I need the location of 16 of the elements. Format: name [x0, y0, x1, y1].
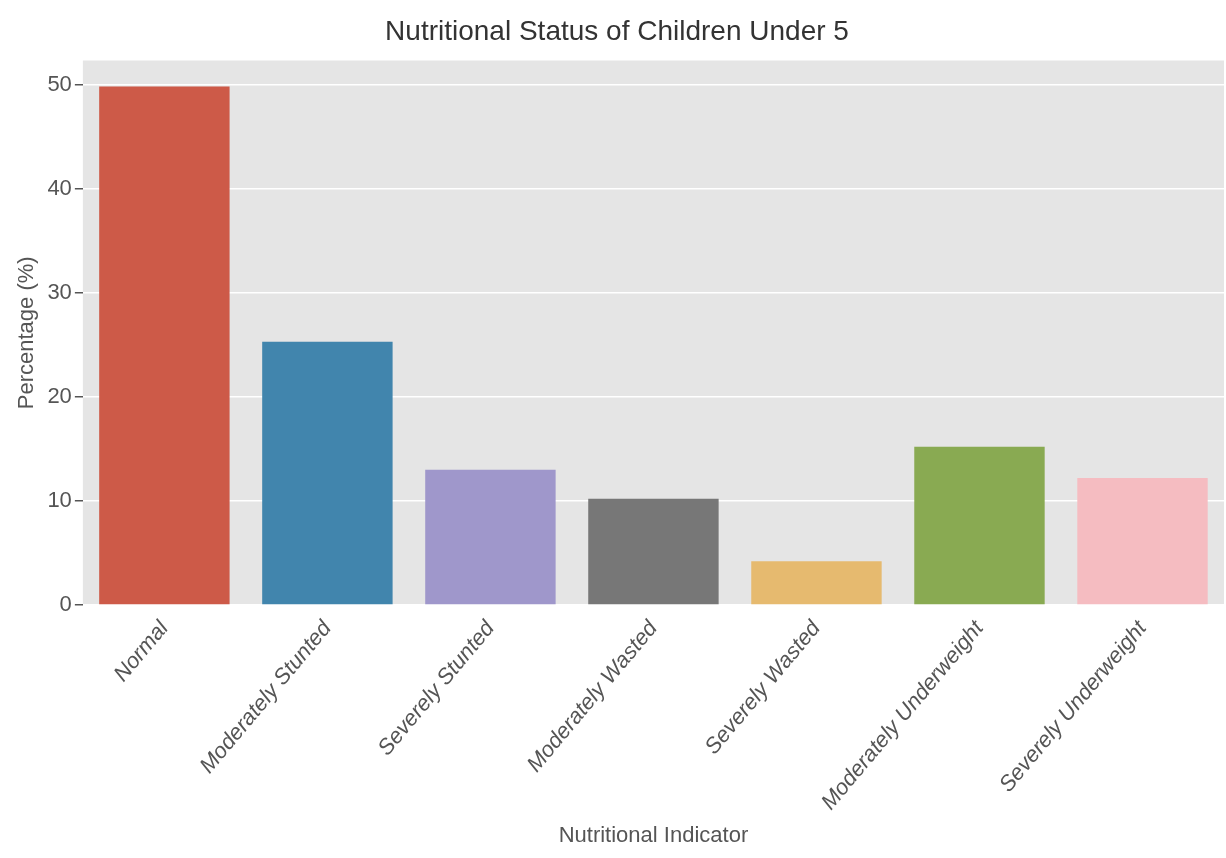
bar: [1077, 477, 1208, 605]
y-tick-label: 0: [59, 591, 72, 617]
bar: [425, 469, 556, 605]
chart-title: Nutritional Status of Children Under 5: [385, 14, 849, 46]
y-tick-label: 10: [47, 486, 72, 512]
bar: [99, 86, 230, 605]
bar: [588, 498, 719, 605]
y-tick-label: 40: [47, 174, 72, 200]
bar: [914, 446, 1045, 605]
y-tick-label: 20: [47, 382, 72, 408]
y-axis-title: Percentage (%): [13, 256, 39, 410]
y-tick-label: 30: [47, 278, 72, 304]
y-tick-label: 50: [47, 70, 72, 96]
bar: [262, 341, 393, 605]
bar: [751, 561, 882, 605]
x-axis-title: Nutritional Indicator: [558, 821, 749, 847]
